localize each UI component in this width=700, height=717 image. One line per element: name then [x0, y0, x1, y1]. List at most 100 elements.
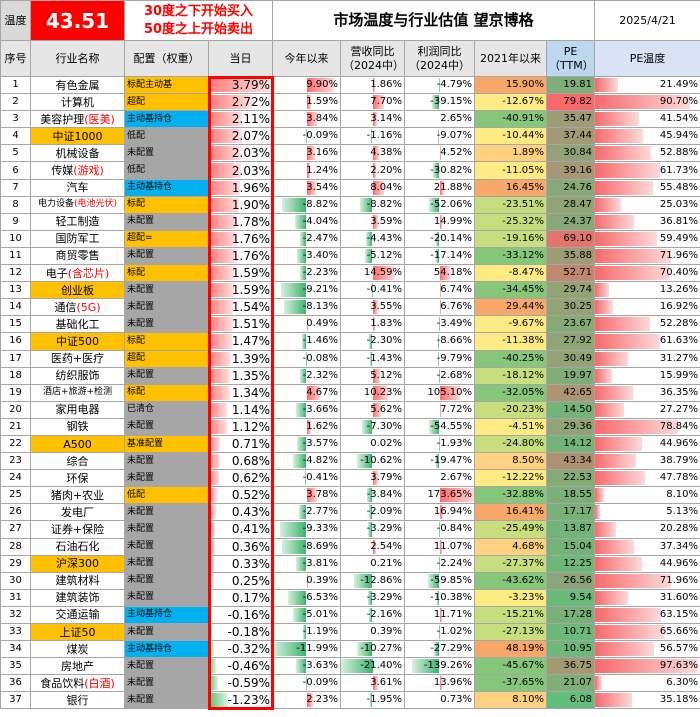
top-banner-row: 温度 43.51 30度之下开始买入 50度之上开始卖出 市场温度与行业估值 望…	[0, 0, 700, 41]
pe-temperature-bar	[595, 659, 698, 674]
profit-yoy: -17.14%	[404, 246, 475, 266]
revenue-yoy: 5.62%	[340, 400, 405, 419]
ytd-change-bar	[296, 659, 307, 674]
today-change-bar	[209, 539, 215, 554]
pe-ttm: 23.67	[546, 315, 595, 334]
revenue-yoy-bar	[369, 334, 373, 349]
allocation-cell: 低配	[124, 127, 209, 146]
today-change-bar	[209, 334, 233, 349]
today-change-value: 1.78%	[231, 214, 270, 229]
allocation-cell: 超配=	[124, 229, 209, 248]
pe-temperature-bar	[595, 385, 634, 400]
pe-temperature-bar	[595, 573, 671, 588]
pe-temperature: 61.73%	[594, 161, 700, 180]
profit-yoy-value: 4.52%	[440, 147, 472, 159]
revenue-yoy-value: -8.82%	[366, 198, 402, 210]
profit-yoy: 7.72%	[404, 400, 475, 419]
table-row: 5 机械设备 未配置 2.03% 3.16% 4.38% 4.52% 1.89% 30.84 52…	[0, 144, 700, 163]
pe-temperature-value: 36.81%	[659, 215, 698, 227]
profit-yoy: -2.68%	[404, 366, 475, 385]
pe-temperature: 56.57%	[594, 640, 700, 659]
today-change-bar	[209, 573, 213, 588]
pe-temperature-value: 5.13%	[666, 506, 698, 518]
industry-name: 证券+保险	[30, 520, 125, 539]
profit-yoy: 11.71%	[404, 605, 475, 625]
allocation-cell: 未配置	[124, 212, 209, 231]
ytd-change: -3.66%	[272, 400, 341, 419]
today-change-bar	[209, 180, 240, 195]
ytd-change-bar	[281, 197, 307, 212]
industry-name-text: 中证1000	[52, 129, 103, 143]
pe-temperature: 47.78%	[594, 469, 700, 488]
profit-yoy: -59.85%	[404, 571, 475, 590]
pe-temperature-value: 27.27%	[659, 403, 698, 415]
revenue-yoy: -0.41%	[340, 281, 405, 300]
ytd-change-value: -2.32%	[302, 369, 338, 381]
ytd-change-bar	[306, 693, 313, 708]
header-row: 序号 行业名称 配置（权重） 当日 今年以来 营收同比 （2024中） 利润同比 （2024…	[0, 40, 700, 77]
revenue-yoy-value: 8.04%	[370, 181, 402, 193]
col-header-allocation: 配置（权重）	[124, 40, 209, 77]
ytd-change-value: -8.82%	[302, 198, 338, 210]
profit-yoy-bar	[439, 180, 444, 195]
table-row: 27 证券+保险 未配置 0.41% -9.33% -3.29% -0.84% -25.49%…	[0, 520, 700, 539]
revenue-yoy: 3.61%	[340, 674, 405, 693]
today-change-bar	[209, 163, 241, 178]
today-change-bar	[209, 95, 252, 110]
industry-name: 传媒(游戏)	[30, 161, 125, 180]
revenue-yoy-value: 1.86%	[370, 79, 402, 91]
since-2021: -10.44%	[474, 127, 547, 146]
since-2021: -11.38%	[474, 332, 547, 351]
pe-ttm: 13.87	[546, 520, 595, 539]
today-change-bar	[209, 78, 269, 93]
temp-label: 温度	[0, 0, 31, 41]
ytd-change: -3.57%	[272, 434, 341, 454]
table-row: 34 煤炭 主动基持仓 -0.32% -11.99% -10.27% -27.29% 48.1…	[0, 640, 700, 659]
profit-yoy-bar	[439, 146, 441, 161]
revenue-yoy-value: 3.59%	[370, 215, 402, 227]
industry-name-text: 国防军工	[55, 232, 100, 246]
pe-temperature-value: 37.34%	[659, 540, 698, 552]
industry-name-text: 交通运输	[55, 608, 100, 622]
pe-temperature: 36.81%	[594, 212, 700, 231]
today-change-value: 0.68%	[231, 454, 270, 469]
revenue-yoy-value: 3.55%	[370, 301, 402, 313]
today-change-bar	[209, 317, 233, 332]
today-change-value: 0.17%	[231, 590, 270, 605]
allocation-cell: 标配	[124, 195, 209, 214]
revenue-yoy-value: 0.21%	[370, 557, 402, 569]
revenue-yoy-bar	[372, 112, 378, 127]
revenue-yoy-bar	[372, 146, 379, 161]
ytd-change-bar	[305, 471, 307, 486]
since-2021: -43.62%	[474, 571, 547, 590]
ytd-change-value: 4.67%	[306, 386, 338, 398]
ytd-change-bar	[306, 180, 317, 195]
revenue-yoy-value: -12.86%	[360, 574, 402, 586]
pe-ttm: 19.97	[546, 366, 595, 385]
since-2021: -40.91%	[474, 110, 547, 129]
pe-temperature: 21.49%	[594, 75, 700, 95]
revenue-yoy-value: 3.79%	[370, 472, 402, 484]
allocation-cell: 未配置	[124, 520, 209, 539]
since-2021: -45.67%	[474, 657, 547, 676]
table-row: 19 酒店+旅游+检测 标配 1.34% 4.67% 10.23% 105.10% -32.0…	[0, 383, 700, 402]
profit-yoy: -139.26%	[404, 657, 475, 676]
profit-yoy-value: -139.26%	[423, 660, 472, 672]
ytd-change-value: -4.82%	[302, 455, 338, 467]
revenue-yoy-bar	[372, 78, 376, 93]
pe-temperature: 31.27%	[594, 349, 700, 368]
industry-name-text: 有色金属	[55, 78, 100, 92]
revenue-yoy-bar	[356, 454, 373, 469]
pe-ttm: 14.50	[546, 400, 595, 419]
profit-yoy-value: 13.96%	[433, 677, 472, 689]
today-change-bar	[209, 625, 212, 640]
ytd-change: -1.19%	[272, 622, 341, 642]
pe-ttm: 43.34	[546, 452, 595, 471]
revenue-yoy-value: 2.20%	[370, 164, 402, 176]
pe-temperature-value: 55.48%	[659, 181, 698, 193]
pe-temperature-bar	[595, 317, 650, 332]
industry-name: 中证500	[30, 332, 125, 351]
today-change: 1.59%	[208, 281, 273, 300]
revenue-yoy-value: 10.23%	[363, 386, 402, 398]
profit-yoy: 4.52%	[404, 144, 475, 163]
